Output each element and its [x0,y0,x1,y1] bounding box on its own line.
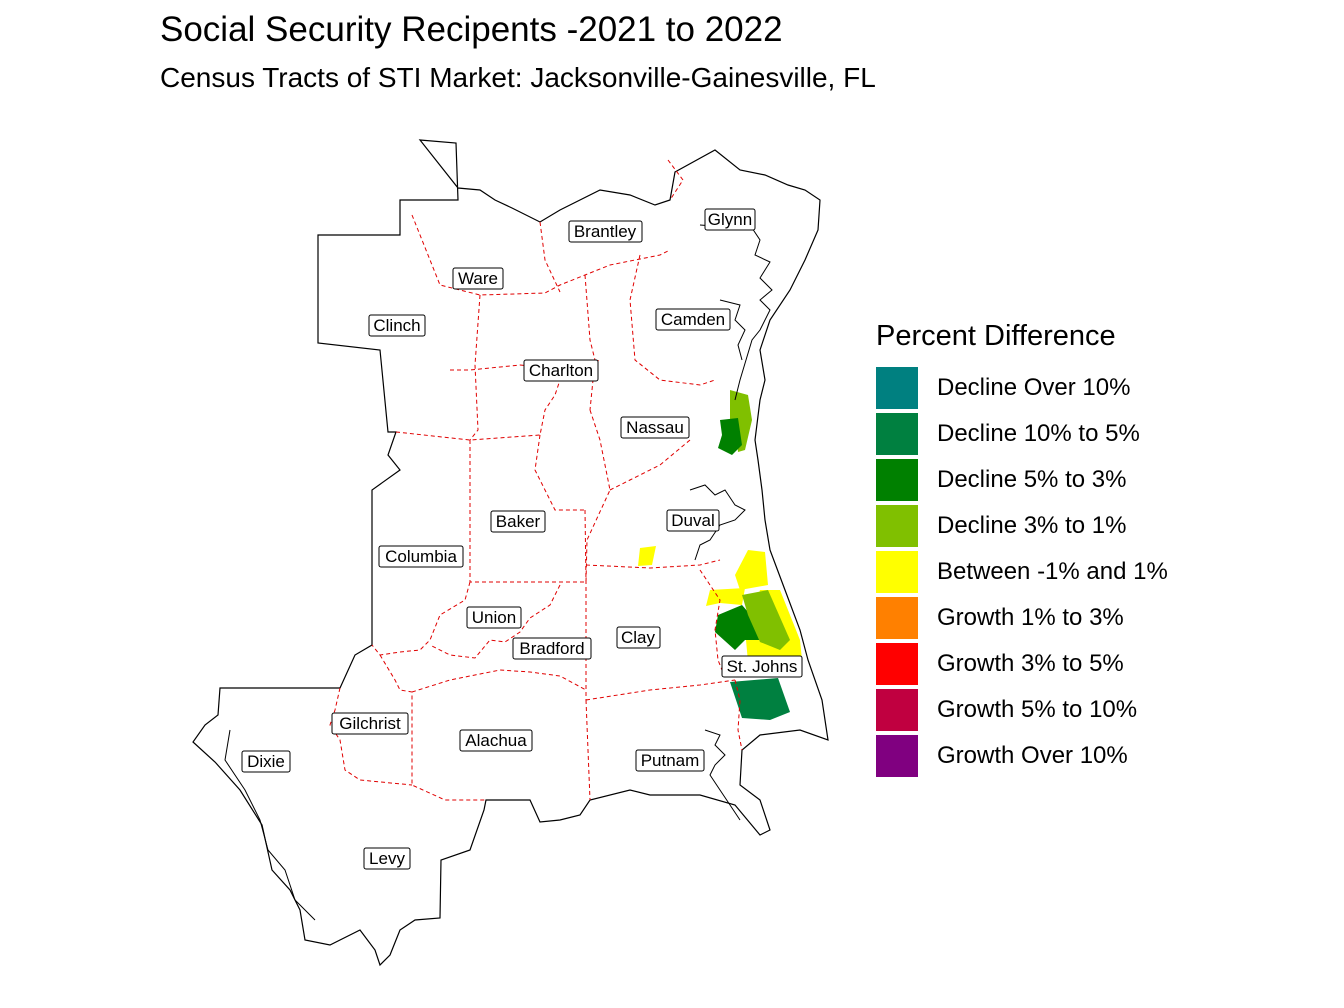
county-label-duval[interactable]: Duval [666,509,720,532]
county-map: Glynn Brantley Ware Clinch Camden Charlt… [192,139,829,967]
county-labels: Glynn Brantley Ware Clinch Camden Charlt… [241,208,803,870]
tract-between [706,588,745,606]
svg-text:St. Johns: St. Johns [727,657,798,676]
tract-decline-3-to-1 [742,590,790,650]
legend-swatch [876,643,918,685]
legend-swatch [876,735,918,777]
svg-text:Bradford: Bradford [519,639,584,658]
county-label-clinch[interactable]: Clinch [368,314,426,337]
legend-item: Growth Over 10% [876,733,1168,779]
county-label-gilchrist[interactable]: Gilchrist [331,712,409,735]
tract-between [638,546,656,566]
svg-text:Gilchrist: Gilchrist [339,714,401,733]
county-label-alachua[interactable]: Alachua [459,729,533,752]
county-label-baker[interactable]: Baker [490,510,546,533]
tract-decline-3-to-1 [730,390,752,452]
legend: Percent Difference Decline Over 10% Decl… [876,320,1168,779]
county-label-glynn[interactable]: Glynn [704,208,756,231]
county-label-camden[interactable]: Camden [655,308,731,331]
legend-item: Decline 5% to 3% [876,457,1168,503]
svg-text:Putnam: Putnam [641,751,700,770]
county-label-nassau[interactable]: Nassau [620,416,690,439]
legend-swatch [876,689,918,731]
svg-text:Camden: Camden [661,310,725,329]
svg-text:Clinch: Clinch [373,316,420,335]
legend-label: Growth 1% to 3% [937,604,1124,631]
county-label-st-johns[interactable]: St. Johns [721,655,803,678]
county-label-levy[interactable]: Levy [363,847,411,870]
legend-item: Decline Over 10% [876,365,1168,411]
legend-item: Between -1% and 1% [876,549,1168,595]
legend-item: Growth 3% to 5% [876,641,1168,687]
legend-item: Decline 10% to 5% [876,411,1168,457]
svg-text:Baker: Baker [496,512,541,531]
county-label-columbia[interactable]: Columbia [378,545,464,568]
tract-between [735,550,768,590]
legend-label: Growth 3% to 5% [937,650,1124,677]
svg-text:Alachua: Alachua [465,731,527,750]
map-title: Social Security Recipents -2021 to 2022 [160,10,783,49]
legend-label: Growth Over 10% [937,742,1128,769]
svg-text:Glynn: Glynn [708,210,752,229]
svg-text:Duval: Duval [671,511,714,530]
svg-text:Clay: Clay [621,628,656,647]
legend-swatch [876,505,918,547]
legend-swatch [876,367,918,409]
svg-text:Brantley: Brantley [574,222,637,241]
legend-item: Growth 5% to 10% [876,687,1168,733]
legend-label: Decline 10% to 5% [937,420,1140,447]
legend-label: Decline 3% to 1% [937,512,1127,539]
svg-text:Charlton: Charlton [529,361,593,380]
county-label-brantley[interactable]: Brantley [568,220,643,243]
county-label-putnam[interactable]: Putnam [635,749,705,772]
svg-text:Levy: Levy [369,849,405,868]
svg-text:Union: Union [472,608,516,627]
legend-item: Decline 3% to 1% [876,503,1168,549]
legend-label: Decline Over 10% [937,374,1131,401]
census-tracts [638,390,802,720]
tract-decline-5-to-3 [718,418,742,455]
svg-text:Nassau: Nassau [626,418,684,437]
legend-label: Growth 5% to 10% [937,696,1138,723]
county-label-clay[interactable]: Clay [616,626,661,649]
legend-swatch [876,597,918,639]
market-outline [192,139,829,967]
legend-label: Between -1% and 1% [937,558,1168,585]
legend-label: Decline 5% to 3% [937,466,1127,493]
legend-title: Percent Difference [876,320,1116,352]
county-label-union[interactable]: Union [466,606,522,629]
legend-item: Growth 1% to 3% [876,595,1168,641]
map-subtitle: Census Tracts of STI Market: Jacksonvill… [160,62,876,93]
legend-swatch [876,459,918,501]
county-label-charlton[interactable]: Charlton [523,359,599,382]
legend-swatch [876,413,918,455]
county-label-ware[interactable]: Ware [452,267,504,290]
county-label-dixie[interactable]: Dixie [241,750,291,773]
legend-swatch [876,551,918,593]
svg-text:Columbia: Columbia [385,547,457,566]
svg-text:Dixie: Dixie [247,752,285,771]
tract-decline-10-to-5 [730,678,790,720]
county-label-bradford[interactable]: Bradford [512,637,592,660]
svg-text:Ware: Ware [458,269,498,288]
